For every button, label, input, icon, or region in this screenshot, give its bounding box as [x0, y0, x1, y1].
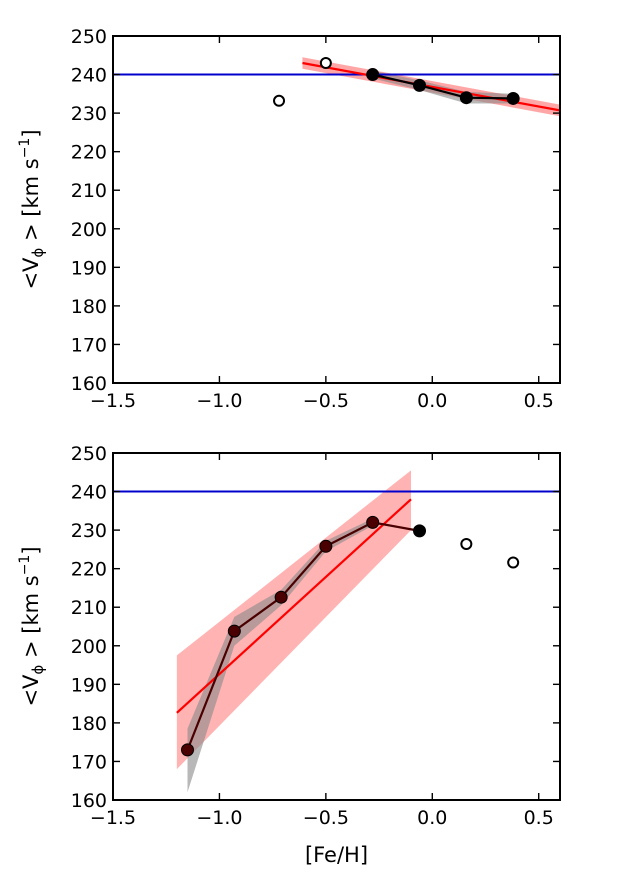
binned-line [372, 73, 514, 100]
y-axis-label-part: −1 [17, 138, 33, 159]
plot-area [113, 57, 560, 117]
x-tick-label: −0.5 [303, 390, 349, 412]
y-axis-label: <Vϕ > [km s−1] [17, 129, 47, 289]
data-point [274, 590, 288, 604]
y-tick-label: 250 [71, 443, 107, 465]
data-point [413, 78, 427, 92]
y-tick-label: 180 [71, 713, 107, 735]
y-tick-label: 230 [71, 103, 107, 125]
x-tick-label: −1.0 [196, 807, 242, 829]
x-axis-label: [Fe/H] [305, 843, 368, 867]
x-tick-label: −1.5 [90, 807, 136, 829]
open-point [507, 556, 520, 569]
y-tick-label: 200 [71, 636, 107, 658]
y-tick-label: 170 [71, 751, 107, 773]
y-tick-label: 220 [71, 559, 107, 581]
open-point [273, 94, 286, 107]
y-tick-label: 250 [71, 26, 107, 48]
y-axis-label-part: ] [19, 546, 43, 554]
data-point [181, 743, 194, 757]
binned-line [186, 521, 420, 751]
data-point [227, 624, 241, 638]
x-tick-label: 0.0 [417, 390, 447, 412]
y-tick-label: 190 [71, 674, 107, 696]
y-tick-label: 230 [71, 520, 107, 542]
open-point [460, 537, 473, 550]
top-panel: −1.5 −1.0 −0.5 0.0 0.5 160 170 180 190 200 210 220 2… [17, 26, 561, 412]
fit-line [176, 498, 412, 714]
y-axis-label-part: −1 [17, 555, 33, 576]
open-point [319, 56, 332, 69]
y-axis-label-part: ] [19, 129, 43, 137]
y-tick-label: 200 [71, 219, 107, 241]
x-tick-label: 0.0 [417, 807, 447, 829]
data-point-end [413, 524, 427, 538]
plot-area [113, 470, 560, 793]
x-tick-label: 0.5 [524, 807, 554, 829]
x-tick-label: −1.5 [90, 390, 136, 412]
y-tick-label: 240 [71, 482, 107, 504]
y-axis-label-part: ϕ [29, 248, 47, 258]
y-axis-label-part: > [km s [19, 575, 43, 664]
y-tick-label: 210 [71, 597, 107, 619]
data-point [459, 91, 473, 105]
axes-frame [112, 452, 561, 801]
y-axis-label-part: <V [19, 674, 43, 707]
data-point [366, 515, 380, 529]
fit-band [176, 470, 411, 770]
y-axis-label: <Vϕ > [km s−1] [17, 546, 47, 706]
y-tick-label: 190 [71, 257, 107, 279]
y-axis-label-part: > [km s [19, 158, 43, 247]
data-point [319, 539, 333, 553]
y-tick-label: 170 [71, 334, 107, 356]
x-tick-label: −0.5 [303, 807, 349, 829]
y-tick-label: 160 [71, 373, 107, 395]
x-tick-label: 0.5 [524, 390, 554, 412]
axes-frame [112, 35, 561, 384]
y-tick-label: 210 [71, 180, 107, 202]
y-tick-label: 240 [71, 65, 107, 87]
x-tick-label: −1.0 [196, 390, 242, 412]
fit-line [302, 61, 560, 112]
y-tick-label: 220 [71, 142, 107, 164]
y-axis-label-part: ϕ [29, 665, 47, 675]
data-point [506, 91, 520, 105]
y-tick-label: 160 [71, 790, 107, 812]
y-axis-label-part: <V [19, 257, 43, 290]
bottom-panel: −1.5 −1.0 −0.5 0.0 0.5 160 170 180 190 200 210 220 2… [17, 443, 561, 867]
y-tick-label: 180 [71, 296, 107, 318]
data-point [366, 68, 380, 82]
